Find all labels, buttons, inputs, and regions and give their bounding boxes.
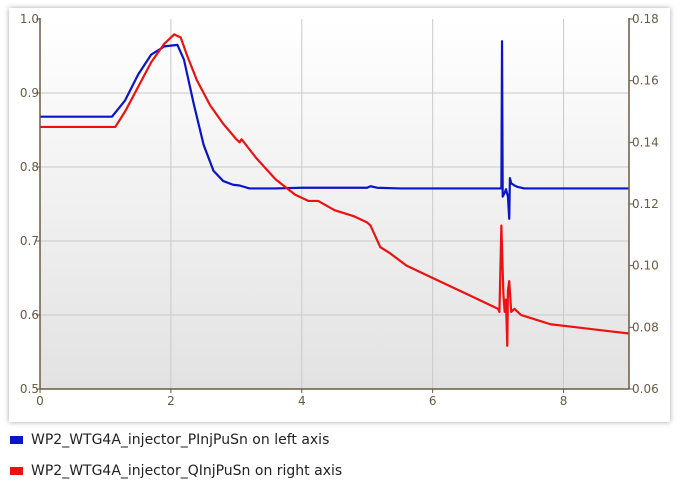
plot-area — [40, 19, 629, 389]
x-tick-label: 4 — [298, 394, 306, 408]
y-left-tick-label: 1.0 — [20, 12, 39, 26]
x-tick-label: 8 — [560, 394, 568, 408]
legend-item-p: WP2_WTG4A_injector_PInjPuSn on left axis — [10, 432, 329, 448]
y-right-tick-label: 0.14 — [632, 135, 659, 149]
y-right-tick-label: 0.18 — [632, 12, 659, 26]
y-left-tick-label: 0.8 — [20, 160, 39, 174]
y-right-tick-label: 0.06 — [632, 382, 659, 396]
y-right-tick-label: 0.08 — [632, 320, 659, 334]
legend-item-q: WP2_WTG4A_injector_QInjPuSn on right axi… — [10, 463, 342, 479]
legend-swatch-p — [10, 436, 23, 444]
y-left-tick-label: 0.7 — [20, 234, 39, 248]
legend-swatch-q — [10, 467, 23, 475]
chart-svg: 0 2 4 6 8 0.5 0.6 0.7 0.8 0.9 1.0 0.06 0.08 0.10 0.12 0… — [20, 12, 659, 408]
x-tick-label: 2 — [167, 394, 175, 408]
y-right-tick-label: 0.12 — [632, 197, 659, 211]
x-tick-label: 0 — [36, 394, 44, 408]
legend-label-p: WP2_WTG4A_injector_PInjPuSn on left axis — [31, 432, 330, 448]
legend-label-q: WP2_WTG4A_injector_QInjPuSn on right axi… — [31, 463, 343, 479]
chart-panel: 0 2 4 6 8 0.5 0.6 0.7 0.8 0.9 1.0 0.06 0.08 0.10 0.12 0… — [9, 8, 670, 422]
y-left-tick-label: 0.5 — [20, 382, 39, 396]
x-tick-label: 6 — [429, 394, 437, 408]
y-right-tick-label: 0.10 — [632, 259, 659, 273]
y-right-tick-label: 0.16 — [632, 74, 659, 88]
series-line-q — [40, 33, 630, 347]
series-line-p — [40, 40, 629, 220]
y-left-tick-label: 0.9 — [20, 86, 39, 100]
y-left-tick-label: 0.6 — [20, 308, 39, 322]
